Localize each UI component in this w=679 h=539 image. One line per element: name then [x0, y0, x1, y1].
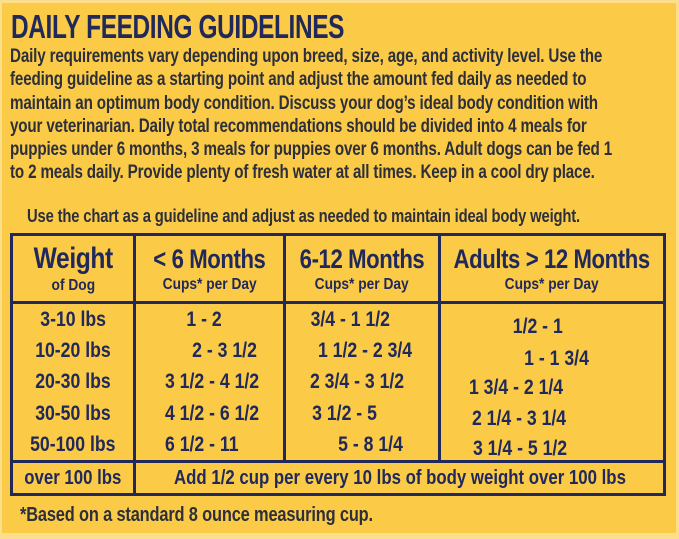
- column-header-under-6-months: < 6 Months Cups* per Day: [136, 236, 283, 301]
- column-header-sublabel: Cups* per Day: [314, 275, 410, 293]
- intro-paragraph: Daily requirements vary depending upon b…: [10, 45, 679, 185]
- cell-value: 2 3/4 - 3 1/2: [309, 369, 405, 393]
- column-header-sublabel: Cups* per Day: [162, 275, 257, 293]
- intro-paragraph-line: puppies under 6 months, 3 meals for pupp…: [10, 139, 613, 161]
- table-divider: [13, 460, 663, 463]
- cell-value: 4 1/2 - 6 1/2: [165, 401, 260, 425]
- cell-value: 50-100 lbs: [30, 432, 116, 456]
- table-cell: 5 - 8 1/4: [295, 429, 447, 460]
- table-cell: 2 3/4 - 3 1/2: [281, 366, 433, 397]
- column-header-sublabel: Cups* per Day: [504, 275, 600, 293]
- table-cell: 1 - 1 3/4: [446, 343, 668, 374]
- table-cell: 3/4 - 1 1/2: [274, 304, 426, 335]
- cell-value: 1 - 1 3/4: [524, 346, 590, 370]
- table-cell: 1 3/4 - 2 1/4: [405, 372, 627, 403]
- cell-value: 1 - 2: [186, 307, 223, 331]
- table-cell: 3 1/4 - 5 1/2: [409, 433, 631, 464]
- right-edge-highlight: [676, 0, 679, 539]
- table-cell: 2 - 3 1/2: [151, 335, 298, 366]
- feeding-table: Weight of Dog < 6 Months Cups* per Day 6…: [10, 233, 666, 496]
- cell-value: 3 1/4 - 5 1/2: [472, 436, 568, 460]
- table-cell-weight: 20-30 lbs: [13, 366, 133, 397]
- table-cell: 4 1/2 - 6 1/2: [139, 398, 286, 429]
- cell-value: 3 1/2 - 5: [312, 401, 378, 425]
- table-divider: [13, 301, 663, 304]
- intro-paragraph-line: maintain an optimum body condition. Disc…: [10, 92, 598, 114]
- table-cell-over-100-lbs: over 100 lbs: [13, 463, 133, 493]
- cell-value: 1 1/2 - 2 3/4: [317, 338, 413, 362]
- cell-value: 30-50 lbs: [35, 401, 111, 425]
- column-header-label: Weight: [33, 242, 113, 275]
- intro-paragraph-line: your veterinarian. Daily total recommend…: [10, 115, 587, 137]
- column-header-adults: Adults > 12 Months Cups* per Day: [441, 236, 663, 301]
- top-edge-highlight: [0, 0, 679, 3]
- column-header-6-12-months: 6-12 Months Cups* per Day: [286, 236, 438, 301]
- cell-value: 20-30 lbs: [35, 369, 111, 393]
- column-header-label: Adults > 12 Months: [453, 243, 651, 274]
- table-cell: 3 1/2 - 5: [269, 398, 421, 429]
- intro-paragraph-line: feeding guideline as a starting point an…: [10, 69, 587, 91]
- intro-paragraph-line: Daily requirements vary depending upon b…: [10, 46, 603, 67]
- table-cell: 2 1/4 - 3 1/4: [408, 403, 630, 434]
- table-divider: [133, 236, 136, 493]
- column-header-sublabel: of Dog: [51, 277, 95, 294]
- left-edge-highlight: [0, 0, 2, 539]
- cell-value: 2 - 3 1/2: [192, 338, 257, 362]
- table-cell-weight: 50-100 lbs: [13, 429, 133, 460]
- measuring-cup-footnote: *Based on a standard 8 ounce measuring c…: [20, 504, 373, 526]
- cell-value: 10-20 lbs: [35, 338, 111, 362]
- cell-value: Add 1/2 cup per every 10 lbs of body wei…: [173, 466, 626, 489]
- table-cell: 1/2 - 1: [427, 311, 649, 342]
- cell-value: 5 - 8 1/4: [338, 432, 404, 456]
- cell-value: 3-10 lbs: [40, 307, 106, 331]
- cell-value: 3/4 - 1 1/2: [310, 307, 390, 331]
- table-cell-weight: 3-10 lbs: [13, 304, 133, 335]
- table-divider: [438, 236, 441, 460]
- cell-value: 1 3/4 - 2 1/4: [468, 375, 564, 399]
- table-divider: [283, 236, 286, 460]
- table-cell: 1 - 2: [131, 304, 278, 335]
- table-cell-weight: 30-50 lbs: [13, 398, 133, 429]
- table-cell-over-100-note: Add 1/2 cup per every 10 lbs of body wei…: [136, 463, 663, 493]
- cell-value: over 100 lbs: [24, 466, 122, 489]
- bottom-edge-highlight: [0, 533, 679, 539]
- column-header-label: 6-12 Months: [299, 243, 425, 274]
- column-header-weight: Weight of Dog: [13, 236, 133, 301]
- cell-value: 6 1/2 - 11: [164, 432, 239, 456]
- cell-value: 2 1/4 - 3 1/4: [471, 406, 567, 430]
- cell-value: 1/2 - 1: [512, 314, 564, 338]
- table-cell: 3 1/2 - 4 1/2: [139, 366, 286, 397]
- page-title: DAILY FEEDING GUIDELINES: [11, 8, 345, 45]
- intro-paragraph-line: to 2 meals daily. Provide plenty of fres…: [10, 162, 595, 184]
- table-cell: 1 1/2 - 2 3/4: [289, 335, 441, 366]
- chart-usage-note: Use the chart as a guideline and adjust …: [27, 205, 581, 226]
- cell-value: 3 1/2 - 4 1/2: [165, 369, 260, 393]
- table-cell: 6 1/2 - 11: [128, 429, 275, 460]
- column-header-label: < 6 Months: [153, 243, 266, 274]
- table-cell-weight: 10-20 lbs: [13, 335, 133, 366]
